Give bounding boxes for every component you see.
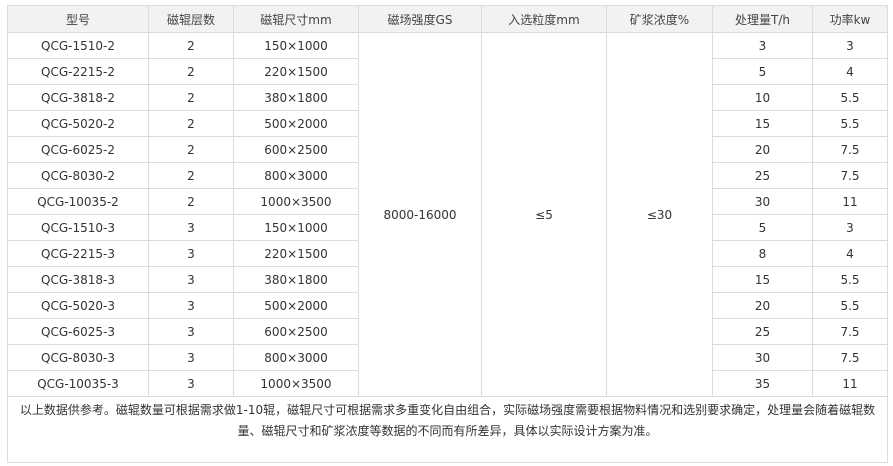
capacity-cell: 30 [712,188,813,215]
model-cell: QCG-6025-2 [7,136,149,163]
table-row: QCG-10035-2 2 1000×3500 30 11 [7,188,888,215]
capacity-cell: 5 [712,58,813,85]
model-cell: QCG-5020-2 [7,110,149,137]
size-cell: 600×2500 [233,318,359,345]
power-cell: 11 [812,370,888,397]
layers-cell: 2 [148,188,234,215]
size-cell: 380×1800 [233,84,359,111]
capacity-cell: 30 [712,344,813,371]
header-row: 型号 磁辊层数 磁辊尺寸mm 磁场强度GS 入选粒度mm 矿浆浓度% 处理量T/h 功率kw [7,5,888,33]
table-row: QCG-1510-3 3 150×1000 5 3 [7,214,888,241]
layers-cell: 2 [148,84,234,111]
table-row: QCG-1510-2 2 150×1000 8000-16000 ≤5 ≤30 3 3 [7,32,888,397]
size-cell: 800×3000 [233,162,359,189]
capacity-cell: 15 [712,266,813,293]
size-cell: 500×2000 [233,110,359,137]
model-cell: QCG-2215-3 [7,240,149,267]
capacity-cell: 5 [712,214,813,241]
size-cell: 500×2000 [233,292,359,319]
layers-cell: 3 [148,344,234,371]
table-row: QCG-5020-2 2 500×2000 15 5.5 [7,110,888,137]
power-cell: 5.5 [812,110,888,137]
column-header: 磁辊层数 [148,5,234,33]
power-cell: 4 [812,58,888,85]
pulp-density-cell: ≤30 [606,32,713,397]
model-cell: QCG-8030-2 [7,162,149,189]
power-cell: 7.5 [812,136,888,163]
table-row: QCG-5020-3 3 500×2000 20 5.5 [7,292,888,319]
column-header: 功率kw [812,5,888,33]
size-cell: 800×3000 [233,344,359,371]
table-row: QCG-10035-3 3 1000×3500 35 11 [7,370,888,397]
layers-cell: 3 [148,292,234,319]
size-cell: 220×1500 [233,58,359,85]
model-cell: QCG-5020-3 [7,292,149,319]
power-cell: 3 [812,32,888,59]
size-cell: 220×1500 [233,240,359,267]
model-cell: QCG-3818-3 [7,266,149,293]
feed-size-cell: ≤5 [481,32,607,397]
field-strength-cell: 8000-16000 [358,32,482,397]
power-cell: 7.5 [812,318,888,345]
capacity-cell: 20 [712,136,813,163]
capacity-cell: 35 [712,370,813,397]
capacity-cell: 25 [712,162,813,189]
power-cell: 5.5 [812,266,888,293]
table-row: QCG-3818-3 3 380×1800 15 5.5 [7,266,888,293]
power-cell: 11 [812,188,888,215]
power-cell: 5.5 [812,292,888,319]
capacity-cell: 15 [712,110,813,137]
layers-cell: 2 [148,32,234,59]
table-row: QCG-8030-3 3 800×3000 30 7.5 [7,344,888,371]
power-cell: 7.5 [812,162,888,189]
layers-cell: 3 [148,240,234,267]
layers-cell: 3 [148,266,234,293]
power-cell: 5.5 [812,84,888,111]
layers-cell: 3 [148,214,234,241]
capacity-cell: 20 [712,292,813,319]
table-row: QCG-2215-3 3 220×1500 8 4 [7,240,888,267]
layers-cell: 2 [148,162,234,189]
capacity-cell: 8 [712,240,813,267]
size-cell: 600×2500 [233,136,359,163]
model-cell: QCG-1510-3 [7,214,149,241]
size-cell: 380×1800 [233,266,359,293]
capacity-cell: 10 [712,84,813,111]
layers-cell: 2 [148,110,234,137]
model-cell: QCG-3818-2 [7,84,149,111]
model-cell: QCG-10035-3 [7,370,149,397]
capacity-cell: 25 [712,318,813,345]
power-cell: 7.5 [812,344,888,371]
model-cell: QCG-1510-2 [7,32,149,59]
power-cell: 3 [812,214,888,241]
model-cell: QCG-10035-2 [7,188,149,215]
model-cell: QCG-8030-3 [7,344,149,371]
spec-table: 型号 磁辊层数 磁辊尺寸mm 磁场强度GS 入选粒度mm 矿浆浓度% 处理量T/h 功率kw … [7,5,888,463]
table-row: QCG-3818-2 2 380×1800 10 5.5 [7,84,888,111]
size-cell: 1000×3500 [233,370,359,397]
column-header: 矿浆浓度% [606,5,713,33]
column-header: 磁场强度GS [358,5,482,33]
size-cell: 150×1000 [233,214,359,241]
layers-cell: 2 [148,58,234,85]
layers-cell: 3 [148,370,234,397]
layers-cell: 3 [148,318,234,345]
model-cell: QCG-6025-3 [7,318,149,345]
layers-cell: 2 [148,136,234,163]
model-cell: QCG-2215-2 [7,58,149,85]
power-cell: 4 [812,240,888,267]
column-header: 入选粒度mm [481,5,607,33]
column-header: 型号 [7,5,149,33]
size-cell: 1000×3500 [233,188,359,215]
note-cell: 以上数据供参考。磁辊数量可根据需求做1-10辊，磁辊尺寸可根据需求多重变化自由组… [7,396,888,463]
column-header: 处理量T/h [712,5,813,33]
column-header: 磁辊尺寸mm [233,5,359,33]
size-cell: 150×1000 [233,32,359,59]
capacity-cell: 3 [712,32,813,59]
